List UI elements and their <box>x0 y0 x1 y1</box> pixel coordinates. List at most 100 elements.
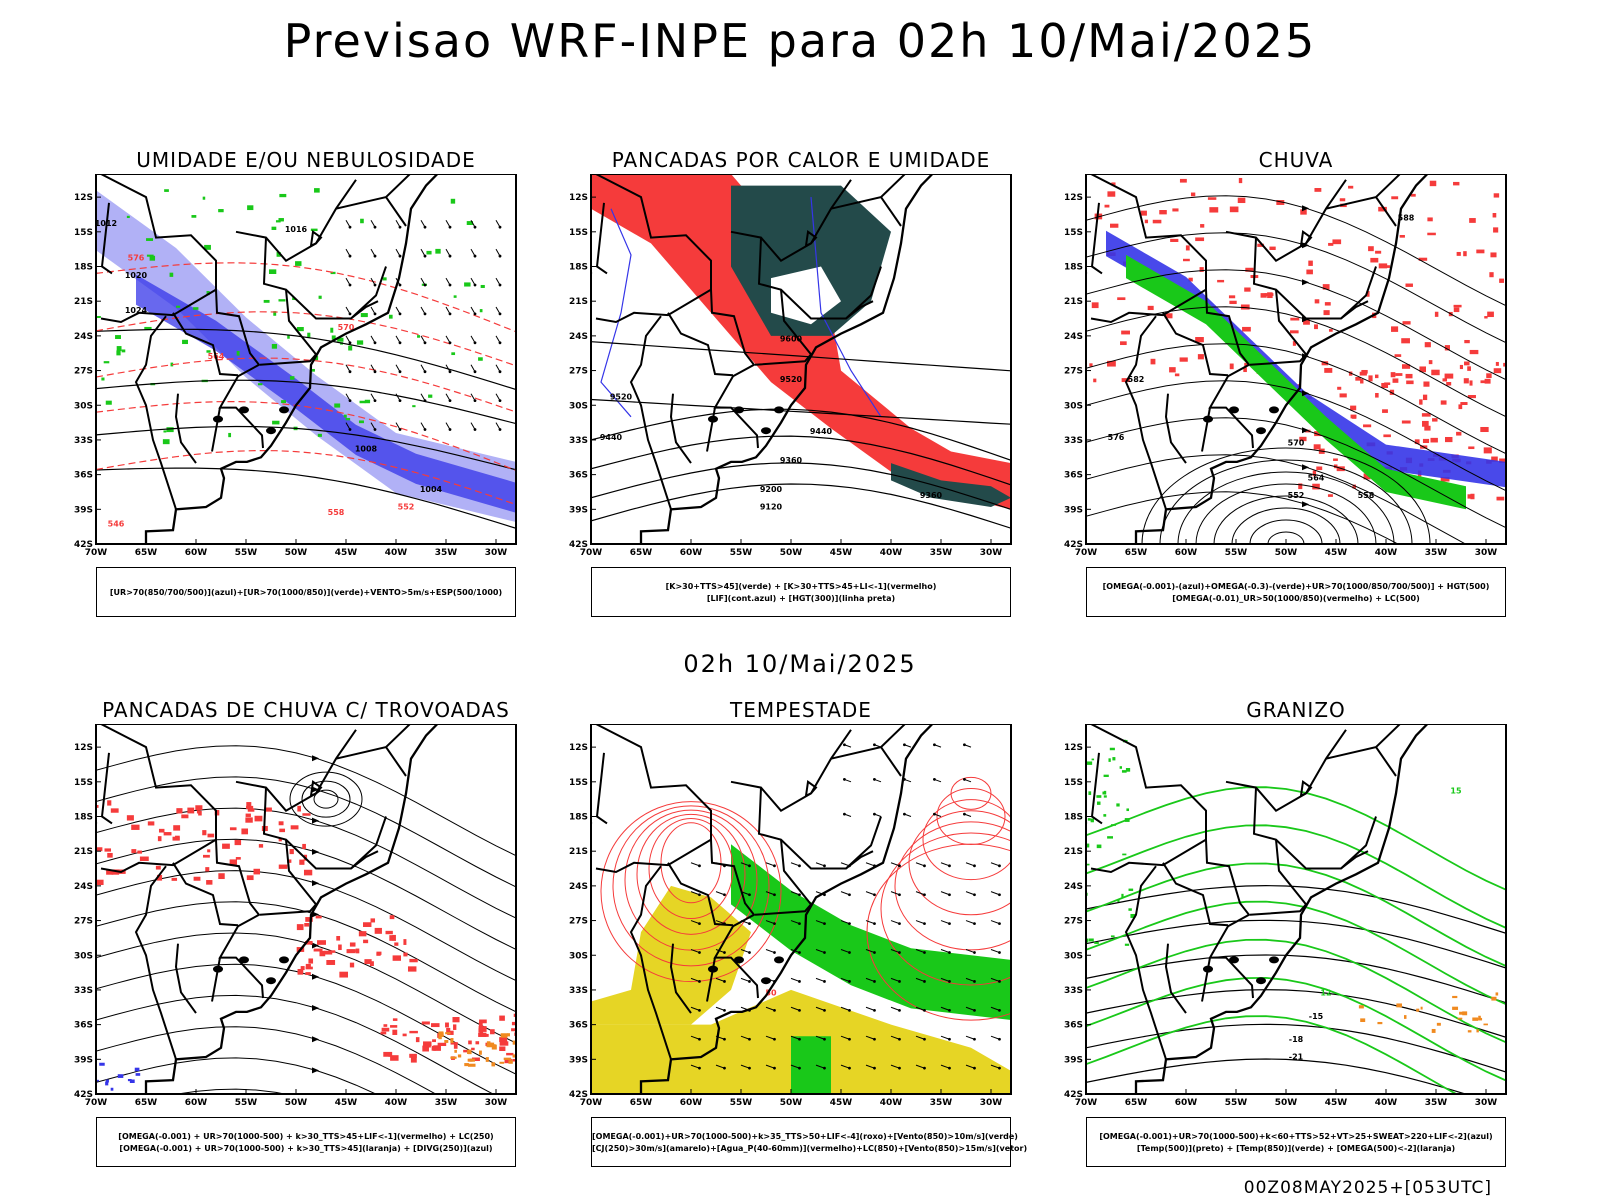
rain-area-red <box>1323 310 1330 316</box>
rain-area-red <box>1164 313 1173 319</box>
wind-vector-head <box>798 864 801 868</box>
state-border <box>350 300 379 320</box>
map-content: 15 12 -15 -18 -21 <box>1086 724 1506 1094</box>
rain-area-red <box>1499 458 1506 463</box>
wind-vector-head <box>473 370 477 374</box>
coastline <box>1134 174 1429 544</box>
rain-area-red <box>1159 210 1167 215</box>
thunder-area-red <box>305 972 311 975</box>
wind-vector-head <box>798 1037 801 1041</box>
rain-area-red <box>1314 299 1320 304</box>
wind-vector-head <box>698 980 701 983</box>
streamline-vortex <box>313 789 339 809</box>
contour-label: 1008 <box>355 445 378 454</box>
lake-mark <box>266 427 276 435</box>
rain-area-red <box>1382 409 1388 413</box>
lif-contour <box>810 197 882 418</box>
contour-label: 570 <box>338 323 355 332</box>
rain-area-red <box>1172 208 1179 212</box>
wind-vector <box>965 948 975 954</box>
y-tick-label: 42S <box>74 540 93 550</box>
temp500-contour <box>1086 884 1506 934</box>
wind-vector-head <box>373 428 377 431</box>
humidity-low-cell <box>310 368 315 372</box>
thunder-area-red <box>235 857 241 860</box>
contour-label: 576 <box>128 254 145 263</box>
hgt500-contour <box>1267 531 1305 544</box>
humidity-low-cell <box>103 361 110 364</box>
wind-vector-head <box>798 1066 801 1070</box>
thunder-area-red <box>421 1021 430 1025</box>
state-border <box>134 865 177 1060</box>
wind-vector <box>890 977 900 982</box>
temp850-fragment <box>1103 790 1107 795</box>
lake-mark <box>1256 977 1266 985</box>
wind-vector <box>840 948 850 954</box>
map-content: 588 582 576 570 564 558 552 <box>1086 174 1516 544</box>
wind-vector-head <box>873 980 876 983</box>
wind-vector-head <box>948 922 951 926</box>
thunder-area-red <box>297 968 304 975</box>
streamline-arrow <box>1302 427 1309 434</box>
omega500-orange <box>1358 1005 1364 1009</box>
rain-area-red <box>1480 426 1489 433</box>
rain-area-red <box>1444 436 1453 443</box>
x-tick-label: 65W <box>1125 548 1148 558</box>
wind-vector <box>690 862 700 867</box>
y-tick-label: 30S <box>569 951 588 961</box>
wind-vector-head <box>798 951 801 954</box>
wind-vector <box>865 1035 875 1040</box>
temp850-fragment <box>1130 913 1136 918</box>
state-border <box>174 943 197 1014</box>
state-border <box>595 724 759 999</box>
thunder-area-red <box>471 1047 475 1051</box>
rain-area-red <box>1427 232 1436 236</box>
axis-ticks: 70W 65W 60W 55W 50W 45W 40W 35W 30W 12S 15S 18S 21S 2… <box>74 193 507 558</box>
hgt300-contour <box>591 398 1011 425</box>
wind-vector-head <box>848 922 851 926</box>
streamline-arrow <box>312 1004 319 1011</box>
rain-area-red <box>1368 375 1373 382</box>
rain-area-red <box>1390 372 1396 378</box>
legend-line: [OMEGA(-0.001) + UR>70(1000-500) + k>30_… <box>118 1131 494 1141</box>
state-border <box>1325 724 1402 760</box>
rain-area-red <box>1421 413 1431 417</box>
contour-label: 9360 <box>780 456 803 465</box>
wind-vector <box>940 891 950 896</box>
thunder-area-orange <box>457 1054 462 1058</box>
thunder-area-red <box>253 868 261 875</box>
x-tick-label: 50W <box>285 548 308 558</box>
state-border <box>669 393 692 464</box>
y-tick-label: 12S <box>569 743 588 753</box>
thunder-area-red <box>278 821 284 826</box>
temp850-fragment <box>1086 843 1090 848</box>
humidity-low-cell <box>169 272 174 277</box>
rain-area-red <box>1414 439 1420 445</box>
wind-vector-head <box>748 1066 751 1070</box>
wind-vector-head <box>973 951 976 954</box>
wind-vector-head <box>498 341 502 345</box>
state-border <box>1249 289 1308 366</box>
wind-vector-head <box>398 254 402 258</box>
streamline-arrow <box>1302 501 1309 508</box>
wind-vector-head <box>873 893 876 897</box>
humidity-low-cell <box>115 335 121 340</box>
wind-vector-head <box>698 1037 701 1041</box>
state-border <box>100 174 264 449</box>
thunder-area-orange <box>491 1062 496 1067</box>
state-border <box>754 289 813 366</box>
main-title: Previsao WRF-INPE para 02h 10/Mai/2025 <box>283 14 1317 68</box>
rain-area-red <box>1405 283 1413 287</box>
streamline-arrow <box>312 880 319 887</box>
rain-area-red <box>1316 466 1323 471</box>
temp850-fragment <box>1119 766 1122 769</box>
rain-area-red <box>1511 176 1516 181</box>
rain-area-red <box>1456 431 1462 436</box>
wind-vector-head <box>498 370 502 374</box>
thunder-area-red <box>278 864 288 869</box>
y-tick-label: 33S <box>569 436 588 446</box>
thunder-area-red <box>245 817 253 823</box>
rain-blue-band <box>1106 230 1506 488</box>
temp850-fragment <box>1087 818 1091 821</box>
thunder-area-red <box>137 850 142 854</box>
